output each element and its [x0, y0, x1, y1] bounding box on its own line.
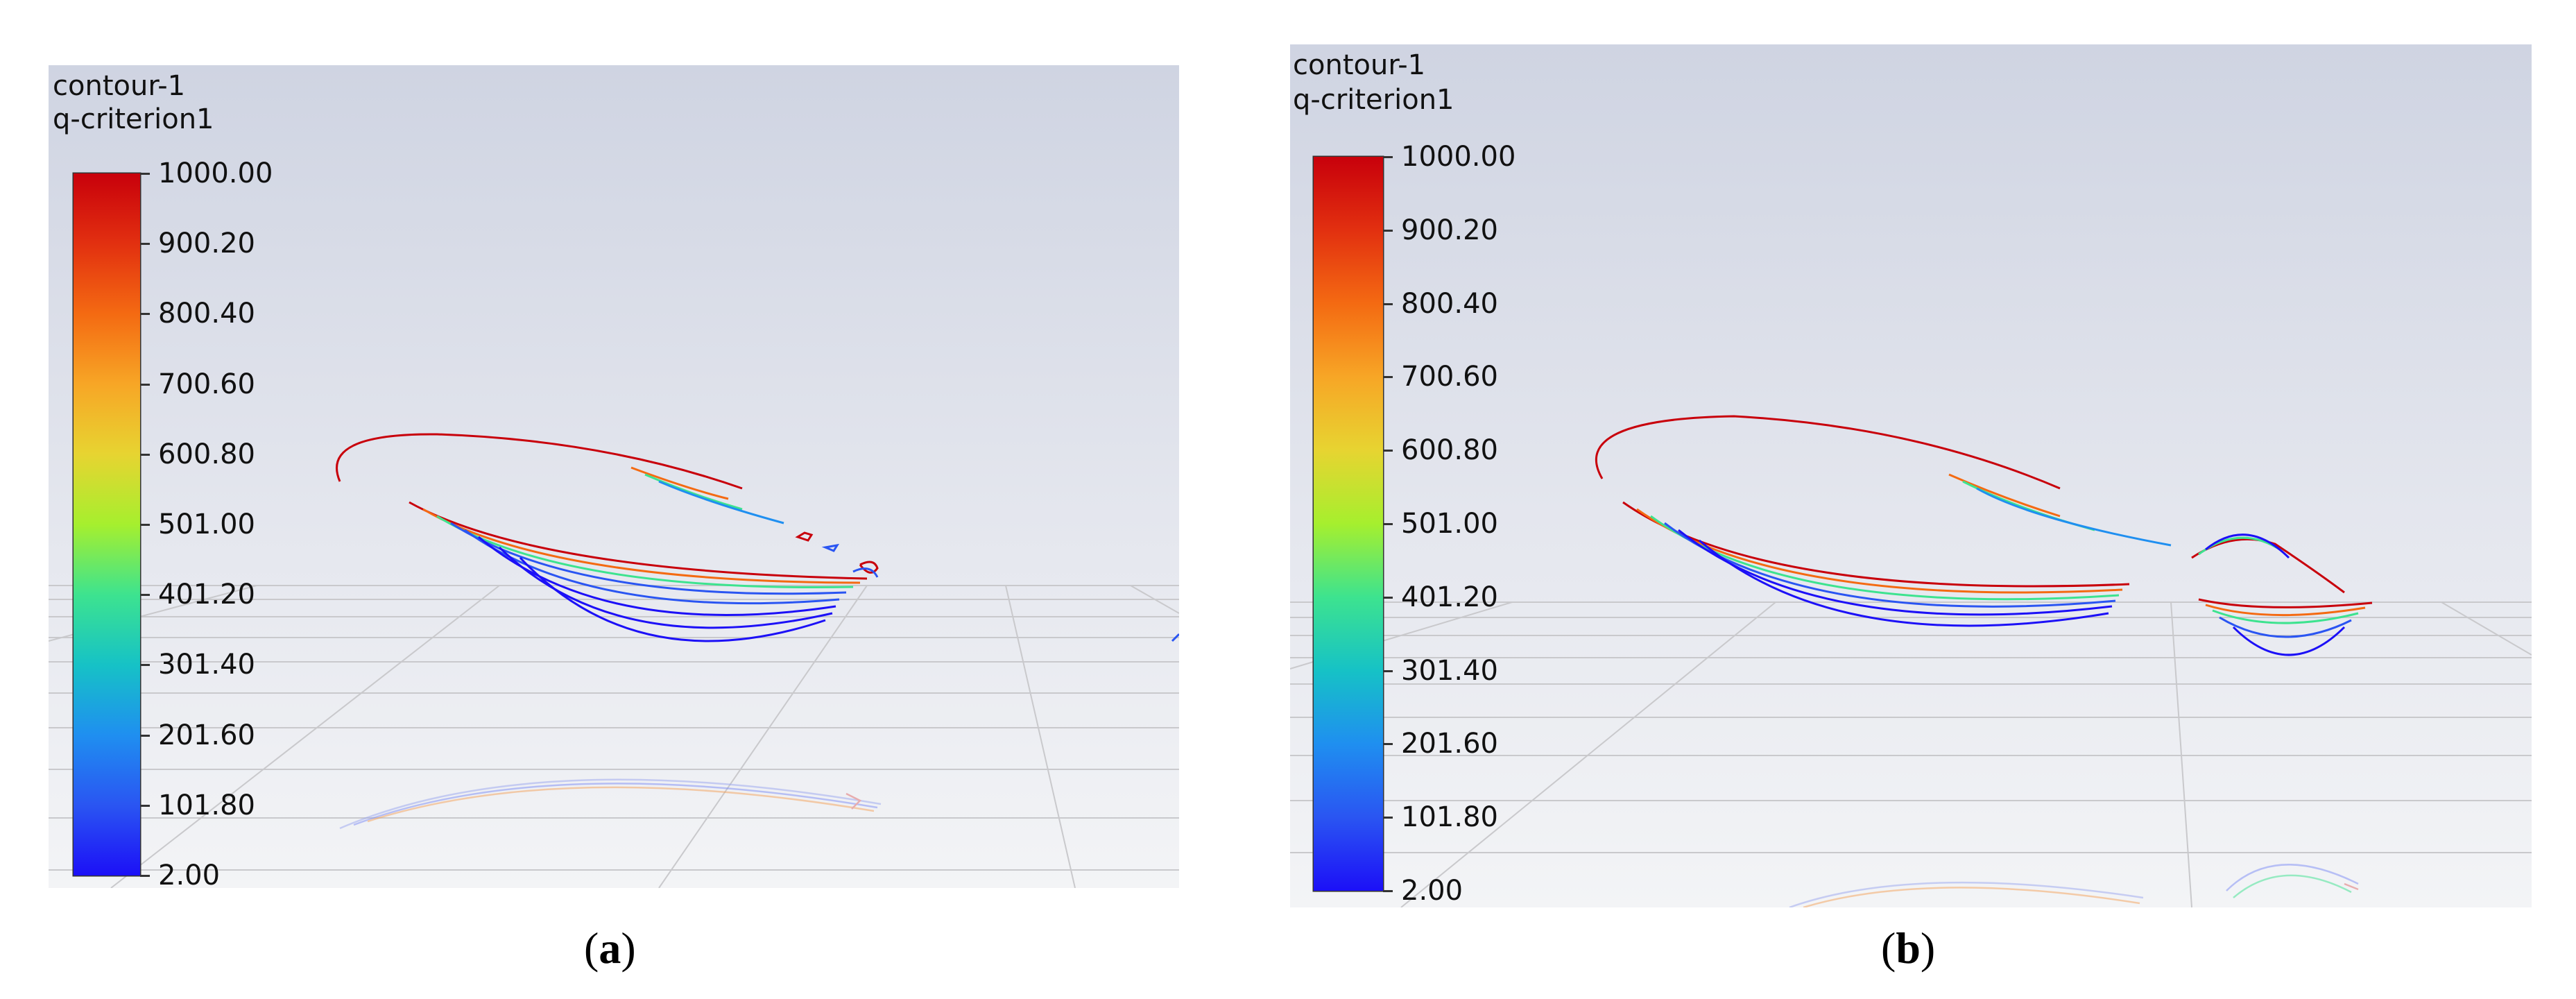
colorbar-tick: [1383, 302, 1393, 305]
colorbar-tick-label: 800.40: [158, 298, 255, 330]
colorbar-swatches-a: [74, 173, 140, 876]
colorbar-tick-label: 1000.00: [158, 157, 273, 189]
colorbar-tick: [140, 664, 150, 667]
colorbar-tick-label: 700.60: [158, 368, 255, 400]
colorbar-tick: [1383, 817, 1393, 819]
colorbar-tick: [140, 524, 150, 526]
colorbar-tick: [140, 383, 150, 386]
contour-reflection: [1789, 864, 2359, 907]
colorbar-tick-label: 101.80: [158, 789, 255, 821]
viewport-background: [49, 65, 1179, 888]
variable-title: q-criterion1: [53, 103, 214, 135]
colorbar-labels-b: 1000.00 900.20 800.40 700.60 600.80 501.00 401…: [1383, 143, 1591, 905]
colorbar-tick: [1383, 450, 1393, 452]
caption-b: (b): [1881, 923, 1936, 973]
ground-grid: [1290, 601, 2532, 907]
airfoil-contour-lines: [336, 433, 1179, 642]
colorbar-tick: [140, 313, 150, 316]
colorbar-tick-label: 900.20: [1401, 214, 1498, 246]
colorbar-tick-label: 501.00: [158, 509, 255, 540]
colorbar-tick-label: 600.80: [1401, 434, 1498, 467]
colorbar-tick: [1383, 156, 1393, 158]
colorbar-tick: [1383, 743, 1393, 746]
colorbar-tick: [140, 243, 150, 246]
colorbar-tick-label: 2.00: [1401, 875, 1463, 907]
colorbar-tick: [140, 594, 150, 597]
airfoil-contour-lines: [1595, 415, 2373, 656]
colorbar-tick-label: 900.20: [158, 228, 255, 260]
contour-reflection: [339, 778, 882, 830]
colorbar-tick: [1383, 229, 1393, 232]
colorbar-tick-label: 700.60: [1401, 361, 1498, 393]
colorbar-tick: [1383, 890, 1393, 892]
colorbar-tick: [140, 804, 150, 807]
colorbar-tick: [1383, 596, 1393, 599]
contour-scene-a: [49, 65, 1179, 888]
colorbar-tick-label: 301.40: [158, 649, 255, 681]
colorbar-tick-label: 301.40: [1401, 654, 1498, 687]
colorbar-tick-label: 101.80: [1401, 801, 1498, 834]
contour-panel-a: contour-1 q-criterion1 1000.00 900.20 800.…: [49, 65, 1179, 888]
colorbar-tick-label: 600.80: [158, 438, 255, 470]
colorbar-tick: [1383, 669, 1393, 672]
colorbar-tick-label: 1000.00: [1401, 141, 1516, 173]
contour-title: contour-1: [1293, 49, 1426, 81]
colorbar-swatches-b: [1314, 157, 1383, 891]
contour-scene-b: [1290, 44, 2532, 907]
colorbar-tick: [140, 173, 150, 175]
caption-a: (a): [584, 923, 636, 973]
contour-panel-b: contour-1 q-criterion1 1000.00 900.20 800.…: [1290, 44, 2532, 907]
colorbar-tick-label: 501.00: [1401, 508, 1498, 540]
variable-title: q-criterion1: [1293, 84, 1454, 116]
colorbar-tick-label: 201.60: [1401, 728, 1498, 760]
contour-title: contour-1: [53, 70, 186, 102]
viewport-background: [1290, 44, 2532, 907]
colorbar-tick-label: 800.40: [1401, 287, 1498, 320]
colorbar-tick-label: 401.20: [158, 579, 255, 611]
colorbar-tick-label: 401.20: [1401, 581, 1498, 613]
colorbar-tick-label: 2.00: [158, 860, 221, 888]
colorbar-tick: [1383, 523, 1393, 525]
colorbar-tick: [140, 453, 150, 456]
colorbar-tick: [140, 734, 150, 737]
colorbar-tick: [1383, 376, 1393, 379]
colorbar-labels-a: 1000.00 900.20 800.40 700.60 600.80 501.00 401…: [140, 160, 348, 888]
colorbar-tick-label: 201.60: [158, 719, 255, 751]
colorbar-tick: [140, 875, 150, 877]
